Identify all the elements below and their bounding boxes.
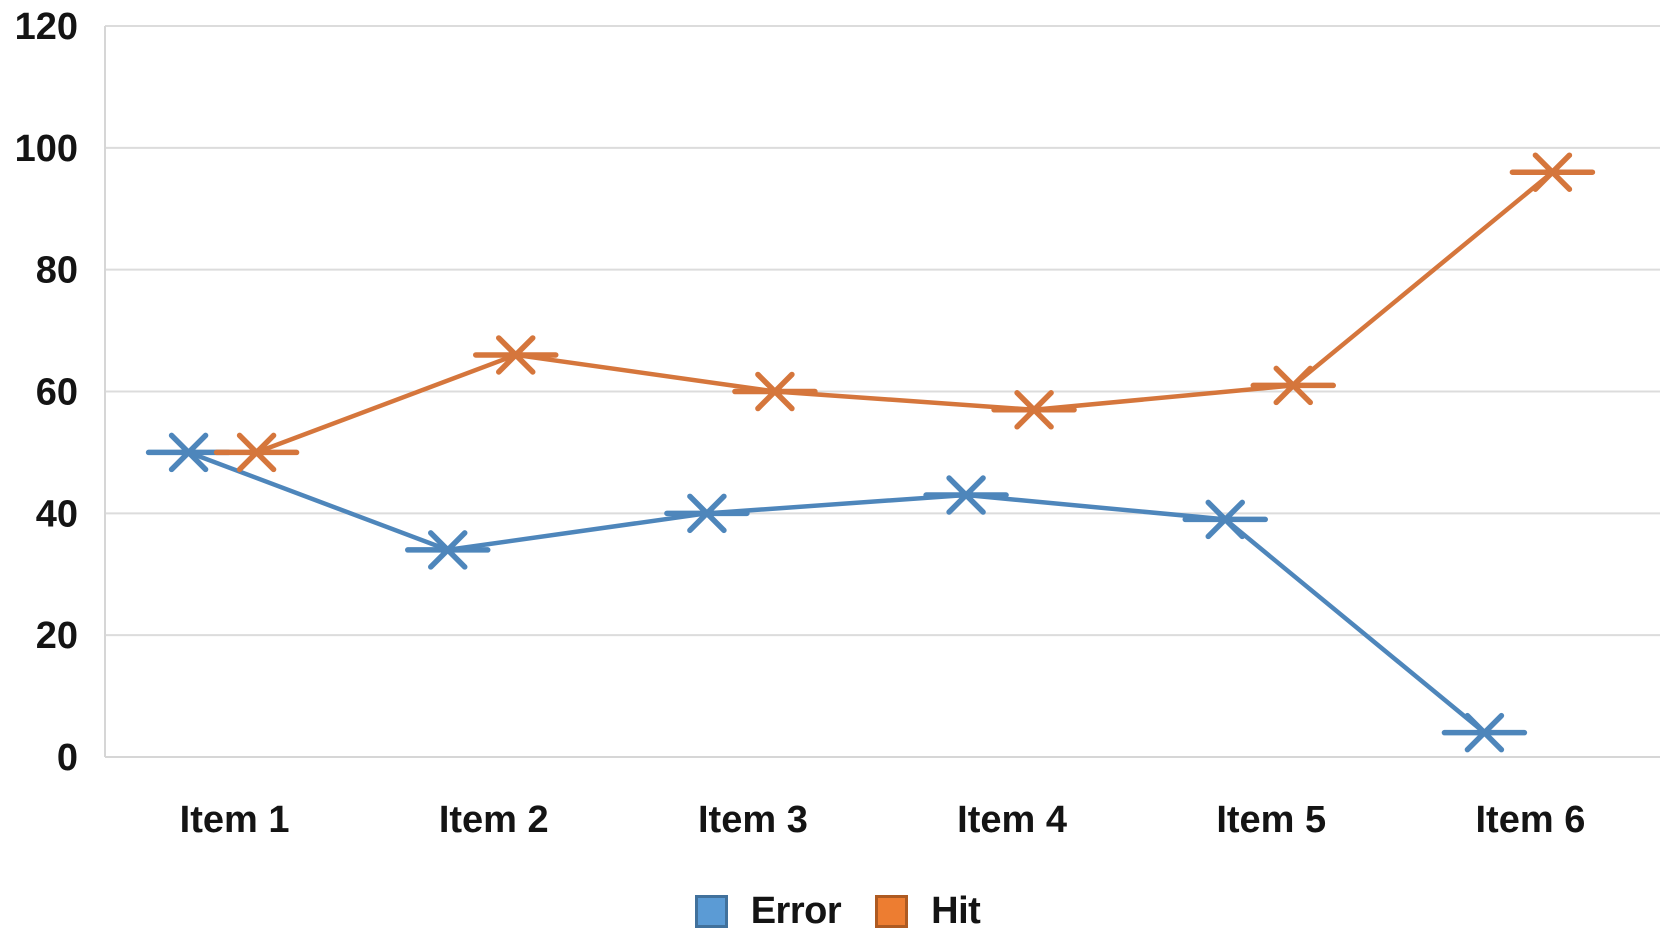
data-point-marker-icon [732, 371, 818, 412]
legend-swatch-error-icon [694, 894, 728, 928]
chart-legend: Error Hit [0, 892, 1675, 930]
data-point-marker-icon [213, 432, 300, 473]
series-line [186, 450, 1487, 735]
y-tick-label: 0 [57, 737, 78, 779]
series-hit [213, 152, 1596, 473]
y-axis-tick-labels: 0 20 40 60 80 100 120 [15, 6, 78, 779]
series-line [254, 169, 1555, 455]
x-tick-label: Item 5 [1216, 799, 1326, 841]
data-point-marker-icon [1441, 712, 1528, 753]
data-point-marker-icon [405, 530, 491, 570]
data-point-marker-icon [923, 475, 1009, 515]
y-tick-label: 20 [36, 615, 78, 657]
data-point-marker-icon [1509, 152, 1596, 192]
y-tick-label: 120 [15, 6, 78, 48]
legend-label-hit: Hit [931, 890, 981, 932]
legend-item-hit: Hit [875, 890, 981, 932]
series-error [145, 432, 1528, 753]
x-tick-label: Item 3 [698, 799, 808, 841]
y-tick-label: 80 [36, 250, 78, 292]
gridlines [104, 25, 1660, 758]
y-tick-label: 40 [36, 493, 78, 535]
legend-item-error: Error [694, 890, 842, 932]
data-point-marker-icon [1250, 365, 1336, 406]
data-point-marker-icon [664, 493, 750, 534]
x-tick-label: Item 4 [957, 799, 1067, 841]
x-tick-label: Item 6 [1476, 799, 1586, 841]
data-point-marker-icon [1182, 499, 1268, 540]
y-tick-label: 100 [15, 128, 78, 170]
y-tick-label: 60 [36, 372, 78, 414]
data-point-marker-icon [991, 390, 1077, 430]
legend-label-error: Error [750, 890, 842, 932]
x-axis-category-labels: Item 1 Item 2 Item 3 Item 4 Item 5 Item 6 [180, 799, 1586, 841]
legend-swatch-hit-icon [875, 894, 909, 928]
x-tick-label: Item 2 [439, 799, 549, 841]
data-point-marker-icon [473, 335, 559, 375]
x-tick-label: Item 1 [180, 799, 290, 841]
